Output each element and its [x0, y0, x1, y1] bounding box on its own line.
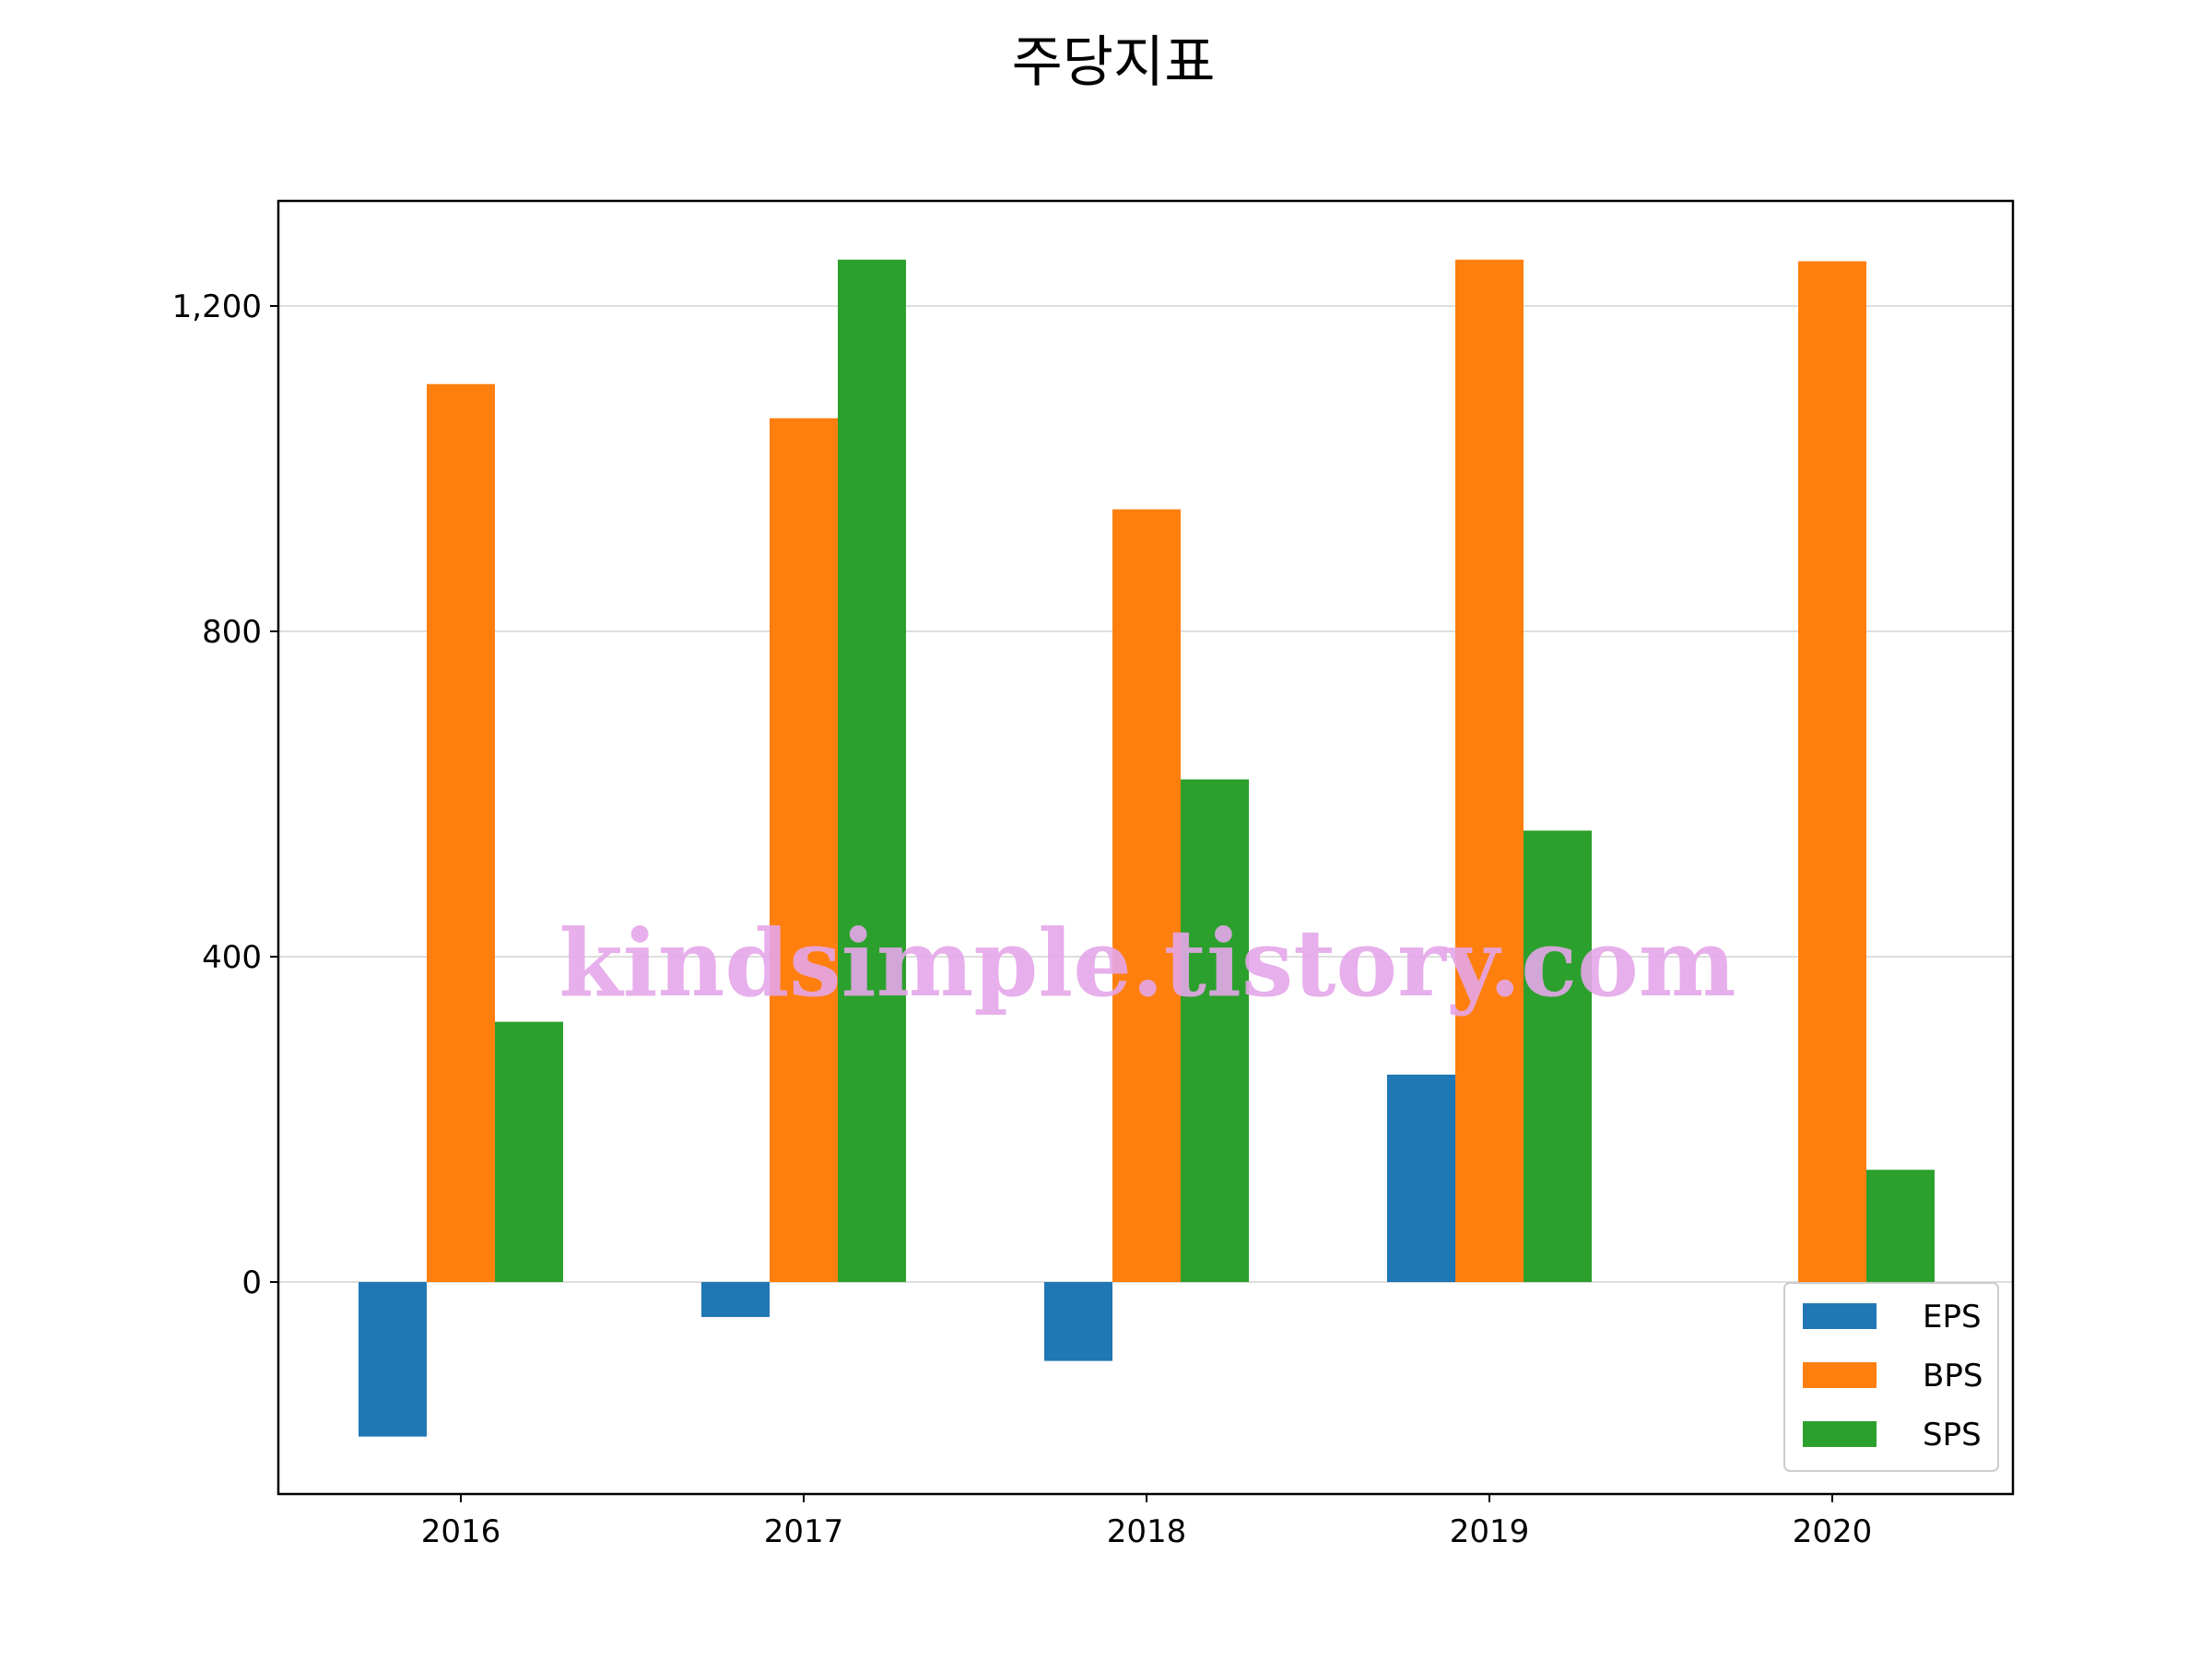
legend-swatch-eps	[1803, 1303, 1877, 1329]
legend-swatch-bps	[1803, 1362, 1877, 1388]
bar-bps-2016	[427, 383, 495, 1283]
legend-label-eps: EPS	[1923, 1299, 1982, 1335]
bar-bps-2019	[1455, 259, 1524, 1282]
bar-sps-2020	[1866, 1170, 1935, 1282]
legend: EPS BPS SPS	[1783, 1282, 1999, 1472]
bars-layer	[359, 259, 1935, 1437]
legend-swatch-sps	[1803, 1421, 1877, 1447]
y-tick-label: 400	[202, 939, 262, 976]
bar-sps-2017	[838, 259, 906, 1282]
x-tick-label: 2020	[1793, 1513, 1873, 1550]
bar-eps-2019	[1387, 1074, 1455, 1282]
bar-eps-2016	[359, 1282, 427, 1437]
legend-label-sps: SPS	[1923, 1417, 1982, 1453]
bar-sps-2018	[1181, 779, 1249, 1282]
bar-bps-2020	[1798, 261, 1866, 1282]
bar-bps-2018	[1112, 509, 1181, 1282]
x-tick-label: 2017	[764, 1513, 844, 1550]
x-tick-label: 2018	[1107, 1513, 1187, 1550]
bar-bps-2017	[770, 418, 838, 1282]
watermark-text: kindsimple.tistory.com	[559, 909, 1735, 1018]
x-tick-label: 2016	[421, 1513, 501, 1550]
legend-label-bps: BPS	[1923, 1358, 1983, 1394]
bar-eps-2018	[1044, 1282, 1112, 1361]
x-tick-label: 2019	[1450, 1513, 1530, 1550]
bar-eps-2017	[701, 1282, 770, 1317]
bar-sps-2019	[1524, 830, 1592, 1282]
bar-sps-2016	[495, 1021, 563, 1282]
y-tick-label: 800	[202, 614, 262, 651]
chart-title: 주당지표	[1012, 30, 1216, 95]
y-tick-label: 1,200	[172, 288, 262, 325]
y-axis: 0 400 800 1,200	[172, 288, 278, 1301]
y-tick-label: 0	[241, 1265, 262, 1301]
x-axis: 2016 2017 2018 2019 2020	[421, 1494, 1873, 1550]
watermark-layer: kindsimple.tistory.com	[559, 909, 1735, 1018]
